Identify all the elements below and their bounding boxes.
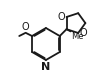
Text: O: O <box>80 28 87 38</box>
Text: O: O <box>21 22 29 32</box>
Text: O: O <box>57 12 65 22</box>
Text: N: N <box>41 62 51 72</box>
Text: Me: Me <box>71 32 84 41</box>
